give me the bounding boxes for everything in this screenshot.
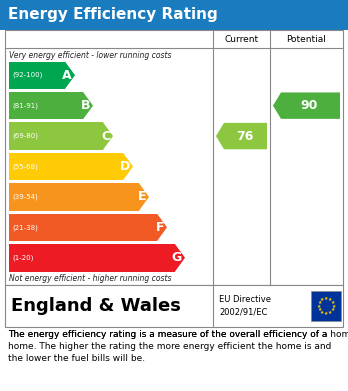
- Polygon shape: [65, 61, 75, 89]
- Text: Current: Current: [224, 34, 259, 43]
- Text: ★: ★: [317, 300, 322, 305]
- Text: ★: ★: [327, 297, 332, 302]
- Text: (69-80): (69-80): [12, 133, 38, 139]
- Polygon shape: [83, 92, 93, 119]
- Bar: [9, 122, 103, 150]
- Text: (39-54): (39-54): [12, 194, 38, 200]
- Polygon shape: [216, 123, 267, 149]
- Text: (81-91): (81-91): [12, 102, 38, 109]
- Text: Energy Efficiency Rating: Energy Efficiency Rating: [8, 7, 218, 23]
- Polygon shape: [103, 122, 113, 150]
- Text: ★: ★: [330, 300, 335, 305]
- Text: ★: ★: [316, 303, 321, 308]
- Text: Very energy efficient - lower running costs: Very energy efficient - lower running co…: [9, 51, 172, 60]
- Polygon shape: [157, 213, 167, 241]
- Polygon shape: [273, 92, 340, 119]
- Bar: [9, 183, 139, 211]
- Text: 76: 76: [236, 129, 253, 143]
- Text: ★: ★: [330, 307, 335, 312]
- Text: Not energy efficient - higher running costs: Not energy efficient - higher running co…: [9, 274, 172, 283]
- Text: ★: ★: [331, 303, 336, 308]
- Text: ★: ★: [324, 311, 328, 316]
- Text: (1-20): (1-20): [12, 255, 33, 261]
- Text: (55-68): (55-68): [12, 163, 38, 170]
- Text: ★: ★: [324, 296, 328, 301]
- Text: ★: ★: [320, 297, 324, 302]
- Bar: [9, 61, 65, 89]
- Polygon shape: [175, 244, 185, 271]
- Text: (92-100): (92-100): [12, 72, 42, 79]
- Text: G: G: [172, 251, 182, 264]
- Text: 90: 90: [301, 99, 318, 112]
- Bar: [9, 244, 175, 271]
- Text: (21-38): (21-38): [12, 224, 38, 231]
- Text: Potential: Potential: [286, 34, 326, 43]
- Bar: [5, 285, 343, 327]
- Text: C: C: [101, 129, 110, 143]
- Text: D: D: [120, 160, 130, 173]
- Text: The energy efficiency rating is a measure of the overall efficiency of a home. T: The energy efficiency rating is a measur…: [8, 330, 348, 339]
- Text: England & Wales: England & Wales: [11, 297, 181, 315]
- Text: E: E: [137, 190, 146, 203]
- Text: The energy efficiency rating is a measure of the overall efficiency of a home. T: The energy efficiency rating is a measur…: [8, 330, 331, 363]
- Bar: [0, 0, 348, 30]
- Text: ★: ★: [320, 310, 324, 315]
- Text: F: F: [156, 221, 164, 234]
- Bar: [9, 213, 157, 241]
- Polygon shape: [123, 153, 133, 180]
- Text: A: A: [62, 69, 72, 82]
- Polygon shape: [139, 183, 149, 211]
- Bar: [5, 30, 343, 285]
- Bar: [311, 291, 341, 321]
- Text: EU Directive
2002/91/EC: EU Directive 2002/91/EC: [219, 295, 271, 317]
- Text: ★: ★: [327, 310, 332, 315]
- Text: ★: ★: [317, 307, 322, 312]
- Bar: [9, 92, 83, 119]
- Bar: [9, 153, 123, 180]
- Text: B: B: [80, 99, 90, 112]
